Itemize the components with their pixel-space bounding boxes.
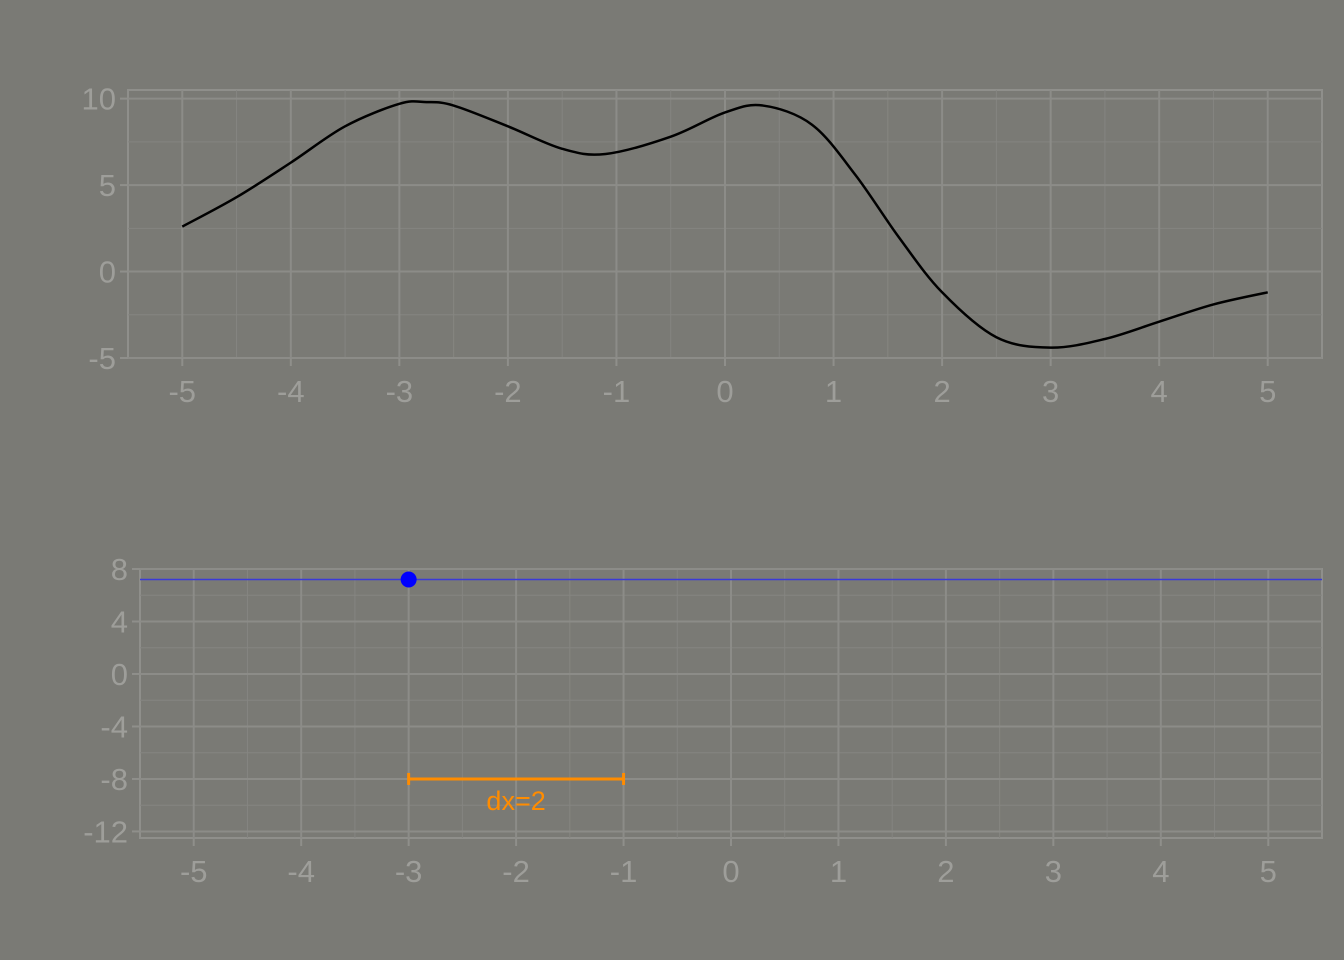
x-tick-label: -2 xyxy=(502,854,530,889)
x-tick-label: 0 xyxy=(716,374,733,409)
y-tick-label: 10 xyxy=(82,82,116,117)
x-tick-label: 4 xyxy=(1152,854,1169,889)
y-tick-label: 5 xyxy=(99,168,116,203)
x-tick-label: 2 xyxy=(937,854,954,889)
x-tick-label: 1 xyxy=(825,374,842,409)
x-tick-label: -1 xyxy=(610,854,638,889)
x-tick-label: -3 xyxy=(386,374,414,409)
y-tick-label: -8 xyxy=(100,762,128,797)
x-tick-label: -3 xyxy=(395,854,423,889)
x-tick-label: 1 xyxy=(830,854,847,889)
x-tick-label: 2 xyxy=(933,374,950,409)
x-tick-label: 4 xyxy=(1151,374,1168,409)
y-tick-label: 8 xyxy=(111,552,128,587)
y-tick-label: 0 xyxy=(111,657,128,692)
x-tick-label: -4 xyxy=(287,854,315,889)
x-tick-label: 3 xyxy=(1042,374,1059,409)
interval-label: dx=2 xyxy=(486,786,545,816)
y-tick-label: 4 xyxy=(111,604,128,639)
y-tick-label: -4 xyxy=(100,709,128,744)
y-tick-label: 0 xyxy=(99,255,116,290)
x-tick-label: 5 xyxy=(1259,374,1276,409)
chart-panel-1: -5 -4 -3 -2 -1 0 1 2 3 4 5 -5 0 5 10 xyxy=(82,82,1322,409)
y-tick-label: -5 xyxy=(88,341,116,376)
x-tick-label: -4 xyxy=(277,374,305,409)
x-tick-label: 0 xyxy=(722,854,739,889)
data-point xyxy=(401,571,417,587)
x-tick-label: -2 xyxy=(494,374,522,409)
x-tick-label: -5 xyxy=(180,854,208,889)
x-tick-label: 3 xyxy=(1045,854,1062,889)
chart-panel-2: -5 -4 -3 -2 -1 0 1 2 3 4 5 -12 -8 -4 0 4 8 dx=2 xyxy=(83,552,1322,889)
x-tick-label: -1 xyxy=(603,374,631,409)
x-tick-label: 5 xyxy=(1260,854,1277,889)
y-tick-label: -12 xyxy=(83,814,128,849)
x-tick-label: -5 xyxy=(168,374,196,409)
